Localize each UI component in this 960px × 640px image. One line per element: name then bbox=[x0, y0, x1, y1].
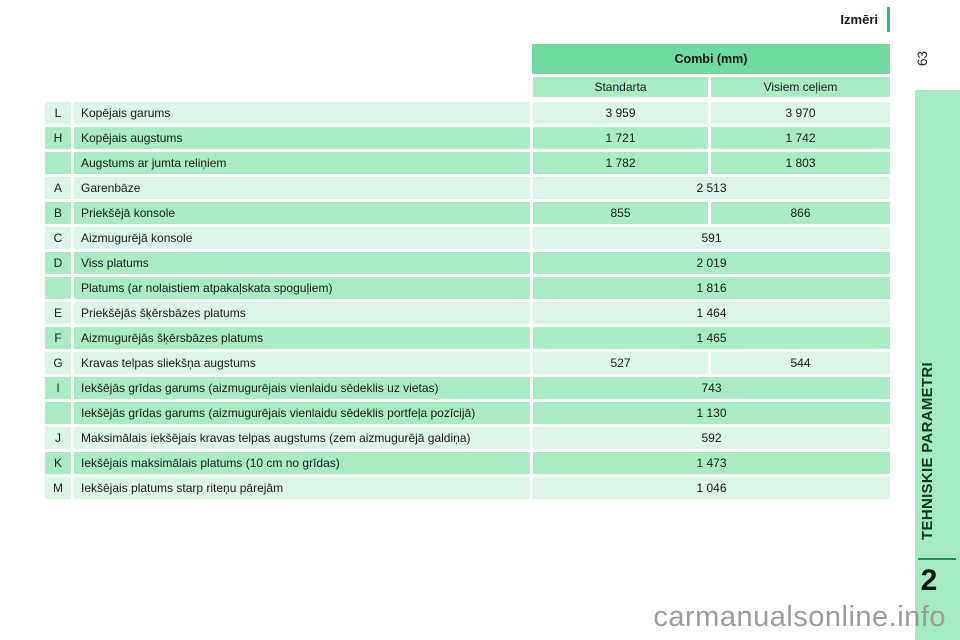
row-label: Iekšējās grīdas garums (aizmugurējais vi… bbox=[74, 377, 530, 399]
row-letter: A bbox=[45, 177, 71, 199]
table-row: G Kravas telpas sliekšņa augstums 527 544 bbox=[45, 352, 890, 374]
page-number-text: 63 bbox=[914, 51, 930, 67]
row-letter: G bbox=[45, 352, 71, 374]
table-row: C Aizmugurējā konsole 591 bbox=[45, 227, 890, 249]
row-letter: F bbox=[45, 327, 71, 349]
row-letter: E bbox=[45, 302, 71, 324]
row-value-shared: 1 816 bbox=[533, 277, 890, 299]
row-letter: H bbox=[45, 127, 71, 149]
row-letter: B bbox=[45, 202, 71, 224]
row-letter: L bbox=[45, 102, 71, 124]
row-value-shared: 2 019 bbox=[533, 252, 890, 274]
row-value-shared: 1 046 bbox=[533, 477, 890, 499]
row-letter: K bbox=[45, 452, 71, 474]
row-value-shared: 1 465 bbox=[533, 327, 890, 349]
row-label: Iekšējais maksimālais platums (10 cm no … bbox=[74, 452, 530, 474]
row-value-visiem-celiem: 866 bbox=[711, 202, 890, 224]
row-label: Garenbāze bbox=[74, 177, 530, 199]
top-header: Izmēri bbox=[0, 7, 890, 33]
table-row: M Iekšējais platums starp riteņu pārejām 1… bbox=[45, 477, 890, 499]
row-value-visiem-celiem: 544 bbox=[711, 352, 890, 374]
row-label: Aizmugurējās šķērsbāzes platums bbox=[74, 327, 530, 349]
row-value-shared: 1 473 bbox=[533, 452, 890, 474]
table-row: E Priekšējās šķērsbāzes platums 1 464 bbox=[45, 302, 890, 324]
table-row: F Aizmugurējās šķērsbāzes platums 1 465 bbox=[45, 327, 890, 349]
row-letter: M bbox=[45, 477, 71, 499]
row-label: Aizmugurējā konsole bbox=[74, 227, 530, 249]
watermark: carmanualsonline.info bbox=[653, 601, 946, 633]
row-value-standarta: 855 bbox=[533, 202, 708, 224]
row-value-standarta: 1 782 bbox=[533, 152, 708, 174]
row-value-shared: 592 bbox=[533, 427, 890, 449]
table-row: Iekšējās grīdas garums (aizmugurējais vi… bbox=[45, 402, 890, 424]
row-label: Kopējais augstums bbox=[74, 127, 530, 149]
row-label: Augstums ar jumta reliņiem bbox=[74, 152, 530, 174]
table-row: L Kopējais garums 3 959 3 970 bbox=[45, 102, 890, 124]
column-header: Standarta bbox=[533, 77, 708, 97]
row-value-visiem-celiem: 1 803 bbox=[711, 152, 890, 174]
row-label: Kravas telpas sliekšņa augstums bbox=[74, 352, 530, 374]
row-letter bbox=[45, 277, 71, 299]
table-column-headers: Standarta Visiem ceļiem bbox=[533, 77, 890, 97]
row-letter bbox=[45, 402, 71, 424]
page-number: 63 bbox=[906, 36, 938, 82]
chapter-tab: TEHNISKIE PARAMETRI 2 bbox=[915, 90, 960, 640]
table-row: B Priekšējā konsole 855 866 bbox=[45, 202, 890, 224]
table-row: Platums (ar nolaistiem atpakaļskata spog… bbox=[45, 277, 890, 299]
page-title: Izmēri bbox=[840, 12, 878, 27]
row-value-shared: 591 bbox=[533, 227, 890, 249]
row-value-shared: 743 bbox=[533, 377, 890, 399]
row-value-visiem-celiem: 3 970 bbox=[711, 102, 890, 124]
row-label: Iekšējais platums starp riteņu pārejām bbox=[74, 477, 530, 499]
row-value-standarta: 3 959 bbox=[533, 102, 708, 124]
row-label: Priekšējās šķērsbāzes platums bbox=[74, 302, 530, 324]
row-label: Kopējais garums bbox=[74, 102, 530, 124]
table-row: H Kopējais augstums 1 721 1 742 bbox=[45, 127, 890, 149]
row-letter: C bbox=[45, 227, 71, 249]
row-letter: D bbox=[45, 252, 71, 274]
chapter-separator bbox=[918, 558, 956, 560]
table-row: I Iekšējās grīdas garums (aizmugurējais v… bbox=[45, 377, 890, 399]
table-row: D Viss platums 2 019 bbox=[45, 252, 890, 274]
row-value-standarta: 527 bbox=[533, 352, 708, 374]
table-row: A Garenbāze 2 513 bbox=[45, 177, 890, 199]
dimensions-table: Combi (mm) Standarta Visiem ceļiem L Kopēj… bbox=[45, 44, 890, 502]
row-value-shared: 1 464 bbox=[533, 302, 890, 324]
table-body: L Kopējais garums 3 959 3 970 H Kopējais augs… bbox=[45, 102, 890, 499]
row-value-standarta: 1 721 bbox=[533, 127, 708, 149]
row-value-shared: 2 513 bbox=[533, 177, 890, 199]
row-label: Priekšējā konsole bbox=[74, 202, 530, 224]
column-header: Visiem ceļiem bbox=[711, 77, 890, 97]
row-letter bbox=[45, 152, 71, 174]
table-row: J Maksimālais iekšējais kravas telpas aug… bbox=[45, 427, 890, 449]
row-label: Iekšējās grīdas garums (aizmugurējais vi… bbox=[74, 402, 530, 424]
table-title-cell: Combi (mm) bbox=[532, 44, 890, 74]
chapter-number: 2 bbox=[920, 564, 938, 597]
row-label: Platums (ar nolaistiem atpakaļskata spog… bbox=[74, 277, 530, 299]
section-title: TEHNISKIE PARAMETRI bbox=[919, 362, 936, 540]
table-row: K Iekšējais maksimālais platums (10 cm no… bbox=[45, 452, 890, 474]
row-label: Maksimālais iekšējais kravas telpas augs… bbox=[74, 427, 530, 449]
row-letter: J bbox=[45, 427, 71, 449]
row-value-shared: 1 130 bbox=[533, 402, 890, 424]
row-value-visiem-celiem: 1 742 bbox=[711, 127, 890, 149]
row-letter: I bbox=[45, 377, 71, 399]
table-row: Augstums ar jumta reliņiem 1 782 1 803 bbox=[45, 152, 890, 174]
header-accent-line bbox=[887, 7, 890, 32]
row-label: Viss platums bbox=[74, 252, 530, 274]
